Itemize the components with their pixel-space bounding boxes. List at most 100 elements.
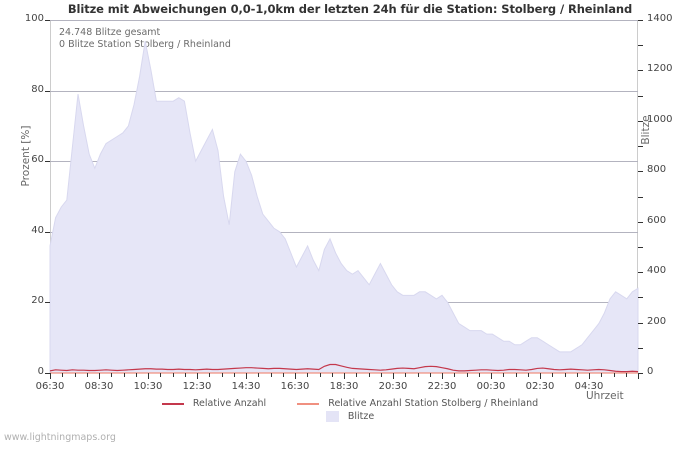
- tick-mark-x-minor: [87, 373, 88, 377]
- y-tick-right: 0: [647, 366, 654, 377]
- y-axis-label-right: Blitze: [640, 115, 652, 145]
- tick-mark-right: [638, 146, 643, 147]
- tick-mark-x-minor: [222, 373, 223, 377]
- tick-mark-x-major: [295, 373, 296, 379]
- tick-mark-right: [638, 197, 643, 198]
- tick-mark-right: [638, 121, 643, 122]
- x-tick-label: 02:30: [525, 381, 555, 392]
- legend-swatch-box-blitze: [325, 411, 339, 422]
- y-tick-left: 40: [31, 225, 44, 236]
- tick-mark-x-minor: [356, 373, 357, 377]
- y-tick-left: 20: [31, 295, 44, 306]
- tick-mark-x-minor: [111, 373, 112, 377]
- tick-mark-x-minor: [454, 373, 455, 377]
- tick-mark-right: [638, 20, 643, 21]
- tick-mark-right: [638, 222, 643, 223]
- y-tick-right: 800: [647, 164, 667, 175]
- tick-mark-x-minor: [479, 373, 480, 377]
- tick-mark-x-major: [491, 373, 492, 379]
- tick-mark-x-major: [393, 373, 394, 379]
- tick-mark-left: [45, 20, 50, 21]
- area-series-blitze: [49, 41, 639, 374]
- tick-mark-right: [638, 70, 643, 71]
- gridline: [50, 161, 638, 162]
- tick-mark-x-minor: [62, 373, 63, 377]
- tick-mark-right: [638, 96, 643, 97]
- x-axis-label: Uhrzeit: [586, 390, 624, 402]
- tick-mark-right: [638, 45, 643, 46]
- tick-mark-x-minor: [160, 373, 161, 377]
- tick-mark-x-minor: [601, 373, 602, 377]
- y-tick-left: 0: [37, 366, 44, 377]
- gridline: [50, 20, 638, 21]
- legend-label-relative-anzahl-station: Relative Anzahl Station Stolberg / Rhein…: [328, 398, 539, 409]
- legend-item-relative-anzahl-station[interactable]: Relative Anzahl Station Stolberg / Rhein…: [297, 398, 538, 409]
- line-series-relative-anzahl: [49, 363, 639, 373]
- tick-mark-x-minor: [614, 373, 615, 377]
- x-tick-label: 14:30: [231, 381, 261, 392]
- tick-mark-x-minor: [503, 373, 504, 377]
- tick-mark-x-minor: [136, 373, 137, 377]
- x-tick-label: 22:30: [427, 381, 457, 392]
- legend-item-blitze[interactable]: Blitze: [325, 411, 375, 422]
- tick-mark-x-minor: [124, 373, 125, 377]
- tick-mark-left: [45, 91, 50, 92]
- legend-item-relative-anzahl[interactable]: Relative Anzahl: [161, 398, 267, 409]
- x-tick-label: 18:30: [329, 381, 359, 392]
- y-tick-left: 60: [31, 154, 44, 165]
- tick-mark-x-major: [540, 373, 541, 379]
- tick-mark-x-minor: [369, 373, 370, 377]
- tick-mark-x-major: [344, 373, 345, 379]
- legend-row-primary: Relative Anzahl Relative Anzahl Station …: [0, 398, 700, 409]
- tick-mark-right: [638, 247, 643, 248]
- tick-mark-x-minor: [516, 373, 517, 377]
- tick-mark-x-minor: [173, 373, 174, 377]
- tick-mark-right: [638, 171, 643, 172]
- tick-mark-right: [638, 373, 643, 374]
- tick-mark-x-minor: [467, 373, 468, 377]
- tick-mark-x-minor: [307, 373, 308, 377]
- tick-mark-x-minor: [75, 373, 76, 377]
- legend-label-blitze: Blitze: [347, 411, 375, 422]
- tick-mark-x-minor: [271, 373, 272, 377]
- tick-mark-right: [638, 323, 643, 324]
- y-axis-label-left: Prozent [%]: [20, 125, 32, 187]
- x-tick-label: 10:30: [133, 381, 163, 392]
- gridline: [50, 232, 638, 233]
- tick-mark-x-minor: [332, 373, 333, 377]
- page-title: Blitze mit Abweichungen 0,0-1,0km der le…: [67, 2, 633, 16]
- tick-mark-x-major: [99, 373, 100, 379]
- tick-mark-x-minor: [209, 373, 210, 377]
- legend-swatch-line-total: [161, 402, 184, 405]
- tick-mark-x-major: [50, 373, 51, 379]
- gridline: [50, 91, 638, 92]
- tick-mark-left: [45, 373, 50, 374]
- tick-mark-x-major: [197, 373, 198, 379]
- tick-mark-x-major: [442, 373, 443, 379]
- tick-mark-x-minor: [381, 373, 382, 377]
- x-tick-label: 12:30: [182, 381, 212, 392]
- tick-mark-x-minor: [258, 373, 259, 377]
- y-tick-right: 1000: [647, 114, 673, 125]
- tick-mark-x-minor: [283, 373, 284, 377]
- tick-mark-x-minor: [528, 373, 529, 377]
- annotation-total: 24.748 Blitze gesamt: [59, 27, 161, 38]
- watermark: www.lightningmaps.org: [4, 432, 116, 443]
- legend-label-relative-anzahl: Relative Anzahl: [192, 398, 267, 409]
- y-tick-right: 1400: [647, 13, 673, 24]
- y-tick-left: 100: [24, 13, 44, 24]
- tick-mark-x-minor: [565, 373, 566, 377]
- tick-mark-x-major: [148, 373, 149, 379]
- x-tick-label: 16:30: [280, 381, 310, 392]
- legend-swatch-line-station: [297, 402, 320, 405]
- tick-mark-x-minor: [185, 373, 186, 377]
- tick-mark-x-minor: [320, 373, 321, 377]
- x-tick-label: 06:30: [35, 381, 65, 392]
- x-tick-label: 04:30: [574, 381, 604, 392]
- tick-mark-left: [45, 232, 50, 233]
- tick-mark-x-minor: [626, 373, 627, 377]
- y-tick-left: 80: [31, 84, 44, 95]
- tick-mark-x-minor: [418, 373, 419, 377]
- x-tick-label: 08:30: [84, 381, 114, 392]
